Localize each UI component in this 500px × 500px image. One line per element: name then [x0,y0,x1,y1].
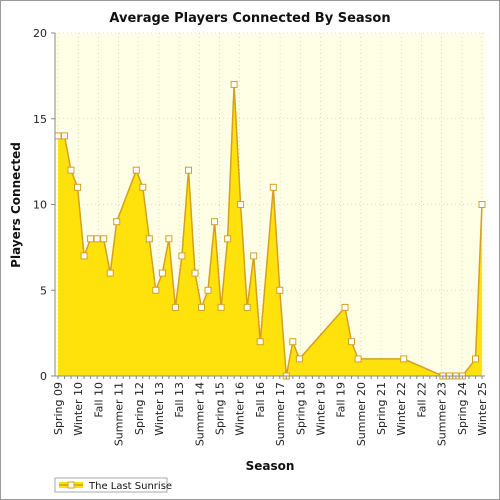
x-tick-label: Fall 22 [415,382,428,418]
x-tick-label: Winter 16 [234,382,247,436]
x-tick-label: Spring 21 [375,382,388,435]
data-point-marker [295,355,303,363]
x-tick-label: Fall 10 [92,382,105,418]
data-point-marker [54,132,62,140]
y-tick-layer: 0 5 10 15 20 [33,27,55,383]
data-point-marker [152,286,160,294]
data-point-marker [113,218,121,226]
data-point-marker [93,235,101,243]
data-point-marker [178,252,186,260]
y-tick-label: 15 [33,113,47,126]
data-point-marker [132,166,140,174]
x-tick-label: Winter 10 [72,382,85,436]
x-tick-label: Winter 25 [476,382,489,436]
data-point-marker [237,201,245,208]
data-point-marker [256,338,264,346]
x-tick-label: Summer 17 [274,382,287,446]
data-point-marker [106,269,114,277]
data-point-marker [145,235,153,243]
x-tick-label: Spring 09 [52,382,65,435]
x-tick-layer: Spring 09 Winter 10 Fall 10 Summer 11 Spring… [52,376,489,446]
data-point-marker [198,303,205,311]
data-point-marker [478,201,486,208]
data-point-marker [341,303,349,311]
data-point-marker [354,355,362,363]
data-point-marker [276,286,284,294]
data-point-marker [87,235,95,243]
legend: The Last Sunrise [54,477,172,493]
data-point-marker [61,132,68,140]
legend-marker [67,481,75,489]
x-tick-label: Spring 24 [456,382,469,435]
x-tick-label: Winter 22 [395,382,408,436]
data-point-marker [224,235,232,243]
y-tick-label: 0 [40,370,47,383]
data-point-marker [230,80,238,88]
data-point-marker [243,303,251,311]
x-tick-label: Fall 13 [173,382,186,418]
data-point-marker [100,235,108,243]
x-tick-label: Spring 15 [214,382,227,435]
x-axis-title: Season [246,459,295,473]
data-point-marker [204,286,212,294]
x-tick-label: Summer 11 [113,382,126,446]
data-point-marker [191,269,199,277]
x-tick-label: Summer 14 [193,382,206,446]
data-point-marker [80,252,88,260]
y-tick-label: 5 [40,284,47,297]
data-point-marker [400,355,408,363]
x-tick-label: Winter 19 [315,382,328,436]
data-point-marker [348,338,355,346]
x-tick-label: Fall 16 [254,382,267,418]
data-point-marker [158,269,166,277]
data-point-marker [165,235,173,243]
data-point-marker [185,166,192,174]
x-tick-label: Winter 13 [153,382,166,436]
legend-label: The Last Sunrise [88,481,172,492]
data-point-marker [74,183,82,191]
data-point-marker [211,218,219,226]
y-tick-label: 20 [33,27,47,40]
data-point-marker [269,183,277,191]
data-point-marker [139,183,147,191]
x-tick-label: Summer 23 [436,382,449,446]
x-tick-label: Summer 20 [355,382,368,446]
x-tick-label: Spring 12 [133,382,146,435]
x-tick-label: Spring 18 [294,382,307,435]
data-point-marker [472,355,479,363]
legend-box [54,477,168,493]
data-point-marker [171,303,179,311]
data-point-marker [217,303,225,311]
y-axis-title: Players Connected [9,142,23,268]
data-point-marker [250,252,258,260]
y-tick-label: 10 [33,199,47,212]
data-point-marker [289,338,297,346]
chart-title: Average Players Connected By Season [109,11,390,26]
x-tick-label: Fall 19 [335,382,348,418]
data-point-marker [67,166,75,174]
